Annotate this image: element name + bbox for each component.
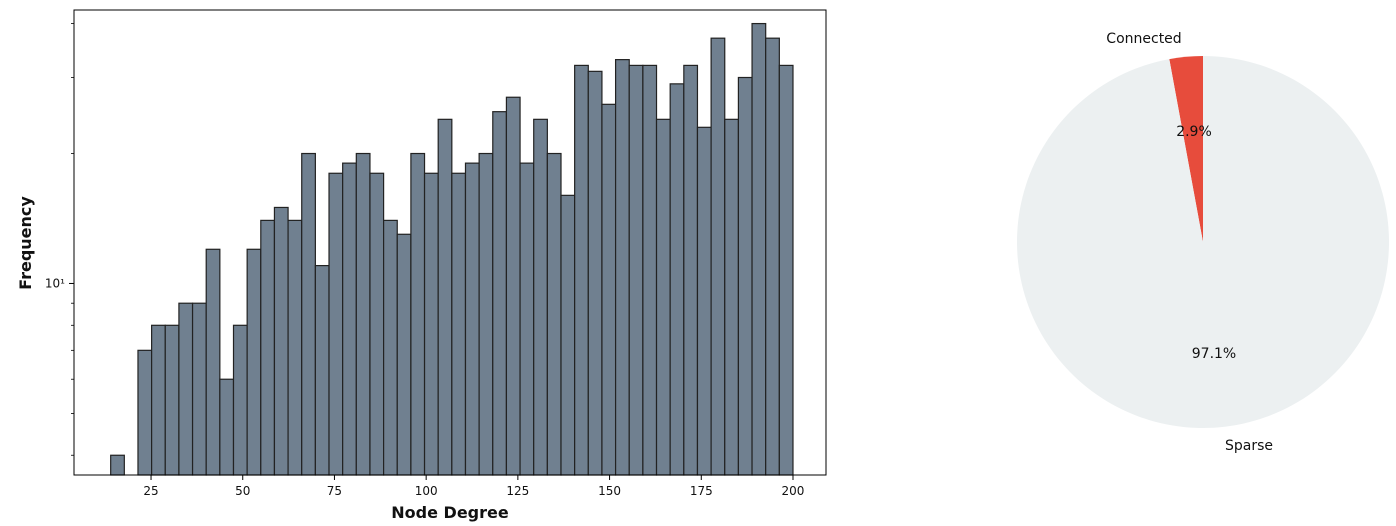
histogram-bar <box>642 64 658 476</box>
histogram-bar <box>492 111 508 476</box>
histogram-bar <box>710 37 726 476</box>
x-tick-label: 100 <box>415 484 438 498</box>
pie-label-sparse: Sparse <box>1225 438 1273 454</box>
histogram-bar <box>383 219 398 476</box>
histogram-bar <box>724 118 740 476</box>
histogram-bar <box>273 206 289 476</box>
histogram-bar <box>478 152 494 476</box>
x-tick-label: 50 <box>235 484 250 498</box>
histogram-axes-frame <box>73 9 827 476</box>
histogram-bar <box>396 233 412 476</box>
histogram-bar <box>191 302 207 476</box>
histogram-bar <box>423 172 439 476</box>
y-tick-label: 10¹ <box>45 276 65 290</box>
histogram-chart: 25 50 75 100 125 150 175 200 10¹ Node Degree Fr… <box>16 9 827 522</box>
histogram-bar <box>342 162 357 476</box>
x-tick-label: 175 <box>690 484 713 498</box>
histogram-bar <box>369 172 385 476</box>
histogram-bar <box>587 70 603 476</box>
histogram-bar <box>178 302 194 476</box>
histogram-bar <box>683 64 699 476</box>
histogram-bar <box>110 454 125 476</box>
histogram-bar <box>614 59 630 476</box>
pie-slices <box>1016 56 1389 428</box>
x-tick-label: 25 <box>143 484 158 498</box>
x-axis-ticks: 25 50 75 100 125 150 175 200 <box>143 475 804 498</box>
x-axis-label: Node Degree <box>391 503 509 522</box>
y-axis-label: Frequency <box>16 196 35 290</box>
histogram-bar <box>219 378 235 476</box>
histogram-bar <box>410 152 426 476</box>
histogram-bar <box>628 64 644 476</box>
histogram-bar <box>328 172 344 476</box>
histogram-bar <box>751 22 767 476</box>
histogram-bar <box>232 324 248 476</box>
histogram-bar <box>778 64 794 476</box>
histogram-bar <box>205 248 221 476</box>
x-tick-label: 200 <box>782 484 805 498</box>
x-tick-label: 150 <box>598 484 621 498</box>
histogram-bar <box>151 324 166 476</box>
histogram-bar <box>246 248 262 476</box>
histogram-bar <box>519 162 535 476</box>
histogram-bars <box>110 22 794 476</box>
histogram-bar <box>696 126 712 476</box>
histogram-bar <box>601 103 617 476</box>
histogram-bar <box>137 349 153 476</box>
x-tick-label: 125 <box>506 484 529 498</box>
x-tick-label: 75 <box>327 484 342 498</box>
pie-pct-sparse: 97.1% <box>1192 346 1236 362</box>
histogram-bar <box>287 219 303 476</box>
histogram-bar <box>546 152 562 476</box>
pie-chart: Connected Sparse 2.9% 97.1% <box>1016 31 1389 454</box>
histogram-bar <box>464 162 480 476</box>
histogram-bar <box>765 37 780 476</box>
histogram-bar <box>301 152 316 476</box>
pie-slice-sparse <box>1016 56 1389 428</box>
pie-label-connected: Connected <box>1106 31 1181 47</box>
histogram-bar <box>505 96 521 476</box>
histogram-bar <box>164 324 180 476</box>
histogram-bar <box>314 264 330 476</box>
histogram-bar <box>533 118 548 476</box>
histogram-bar <box>260 219 276 476</box>
histogram-bar <box>437 118 453 476</box>
histogram-bar <box>355 152 371 476</box>
histogram-bar <box>451 172 467 476</box>
pie-pct-connected: 2.9% <box>1176 124 1212 140</box>
histogram-bar <box>737 76 753 476</box>
pie-slice-connected <box>1169 56 1203 242</box>
histogram-bar <box>574 64 589 476</box>
histogram-bar <box>669 83 685 476</box>
histogram-bar <box>560 194 576 476</box>
histogram-bar <box>655 118 671 476</box>
y-axis-ticks: 10¹ <box>45 23 74 456</box>
